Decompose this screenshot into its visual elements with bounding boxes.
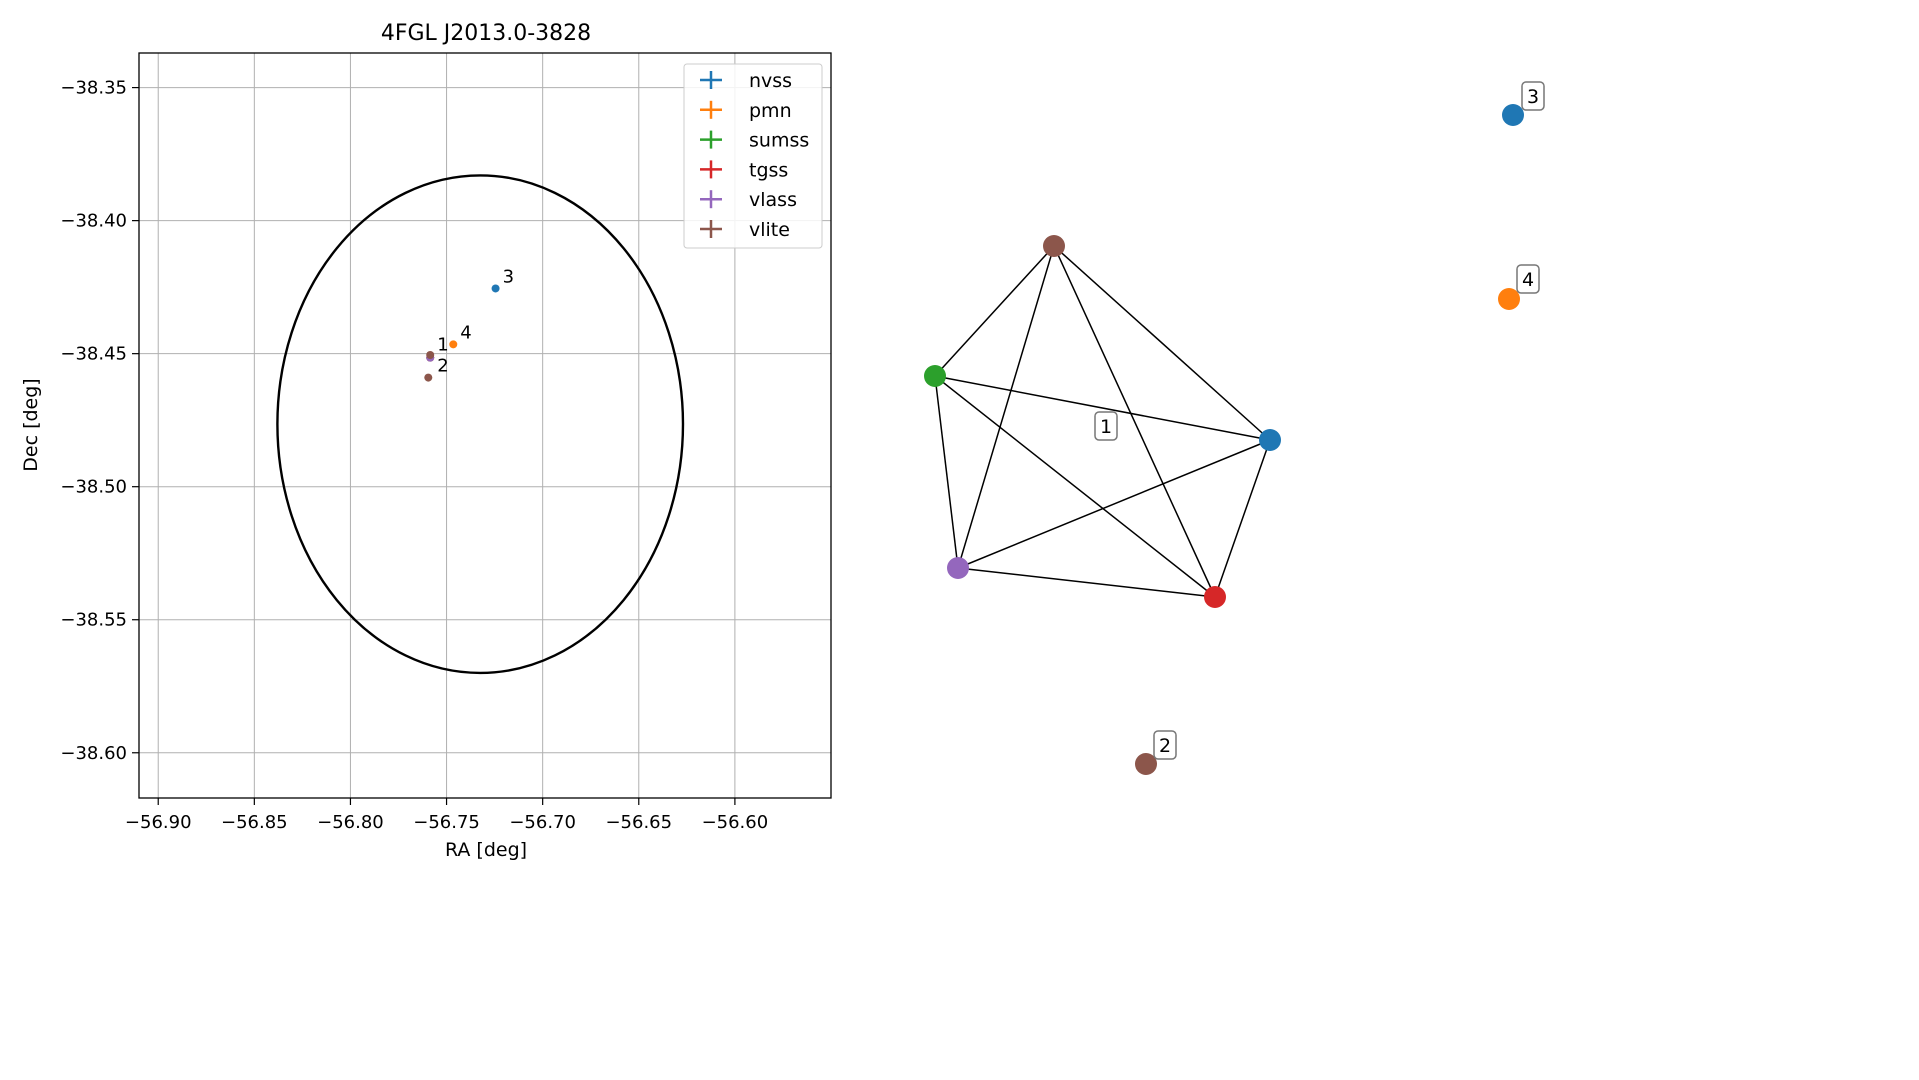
group-label-text: 3 [1527, 86, 1539, 108]
group-label-box [1153, 730, 1177, 760]
data-points [424, 284, 500, 382]
group-label-text: 2 [1159, 735, 1171, 757]
legend-label: vlite [749, 219, 790, 241]
group-label: 3 [1521, 81, 1545, 111]
group-label-text: 4 [1522, 269, 1534, 291]
graph-node-sumss [924, 365, 946, 387]
graph-nodes [924, 104, 1524, 775]
group-label-box [1516, 264, 1540, 294]
x-tick-label: −56.75 [413, 812, 480, 833]
legend-item-pmn: pmn [700, 100, 792, 122]
graph-edge [957, 439, 1271, 569]
group-label: 1 [1094, 411, 1118, 441]
point-annotation: 1 [437, 334, 448, 355]
y-tick-label: −38.60 [60, 743, 127, 764]
legend-label: tgss [749, 159, 788, 181]
point-annotation: 2 [437, 356, 448, 377]
grid-lines [139, 53, 831, 798]
point-annotations: 12 3 4 [437, 266, 514, 376]
graph-node-nvss-3 [1502, 104, 1524, 126]
error-ellipse [276, 174, 685, 675]
y-tick-label: −38.50 [60, 477, 127, 498]
legend-label: vlass [749, 189, 797, 211]
y-axis-label: Dec [deg] [20, 378, 42, 471]
x-axis-label: RA [deg] [445, 839, 527, 861]
data-point-pmn [449, 340, 458, 349]
graph-edge [1053, 245, 1216, 598]
x-tick-label: −56.85 [221, 812, 288, 833]
x-tick-label: −56.65 [605, 812, 672, 833]
x-tick-label: −56.70 [509, 812, 576, 833]
graph-node-vlass [947, 557, 969, 579]
legend-label: sumss [749, 130, 809, 152]
point-annotation: 4 [460, 322, 471, 343]
graph-edge [934, 375, 1216, 598]
graph-edge [1053, 245, 1271, 441]
legend-label: nvss [749, 70, 792, 92]
plot-frame [138, 52, 832, 799]
group-label: 2 [1153, 730, 1177, 760]
graph-node-pmn-4 [1498, 288, 1520, 310]
x-axis-ticks: −56.90 −56.85 −56.80 −56.75 −56.70 −56.65 −56.… [125, 798, 768, 833]
group-label-box [1521, 81, 1545, 111]
graph-edge [957, 567, 1216, 598]
legend-item-tgss: tgss [700, 159, 788, 181]
network-panel: 1 2 3 4 [924, 81, 1545, 775]
group-label-box [1094, 411, 1118, 441]
group-labels: 1 2 3 4 [1094, 81, 1545, 760]
y-tick-label: −38.45 [60, 344, 127, 365]
graph-node-vlite-2 [1135, 753, 1157, 775]
legend-label: pmn [749, 100, 792, 122]
graph-edge [1214, 439, 1271, 598]
x-tick-label: −56.90 [125, 812, 192, 833]
chart-title: 4FGL J2013.0-3828 [381, 21, 591, 46]
legend-item-sumss: sumss [700, 130, 809, 152]
legend-item-nvss: nvss [700, 70, 792, 92]
data-point-vlite [424, 373, 433, 382]
point-annotation: 3 [503, 266, 514, 287]
group-label: 4 [1516, 264, 1540, 294]
x-tick-label: −56.60 [702, 812, 769, 833]
y-axis-ticks: −38.35 −38.40 −38.45 −38.50 −38.55 −38.60 [60, 78, 139, 764]
graph-node-vlite [1043, 235, 1065, 257]
graph-edge [934, 375, 1271, 441]
graph-node-nvss [1259, 429, 1281, 451]
scatter-panel: 4FGL J2013.0-3828 12 3 4 −56.90 −56.85 −56.8… [20, 21, 832, 861]
legend: nvss pmn sumss tgss vlass vlite [683, 63, 823, 249]
graph-edges [934, 245, 1271, 598]
y-tick-label: −38.40 [60, 211, 127, 232]
y-tick-label: −38.55 [60, 610, 127, 631]
legend-item-vlite: vlite [700, 219, 790, 241]
legend-item-vlass: vlass [700, 189, 797, 211]
group-label-text: 1 [1100, 416, 1112, 438]
data-point-vlite [426, 350, 435, 359]
y-tick-label: −38.35 [60, 78, 127, 99]
x-tick-label: −56.80 [317, 812, 384, 833]
graph-edge [957, 245, 1055, 569]
data-point-nvss [491, 284, 500, 293]
graph-edge [934, 375, 959, 569]
graph-node-tgss [1204, 586, 1226, 608]
graph-edge [934, 245, 1055, 377]
